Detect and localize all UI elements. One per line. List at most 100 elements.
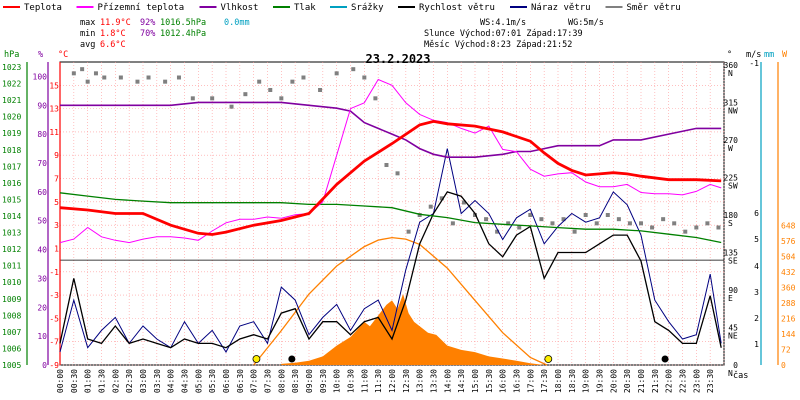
x-tick-label: 14:00 <box>443 369 452 393</box>
axis-pct-tick: 100 <box>33 72 48 81</box>
legend-label: Rychlost větru <box>419 3 495 13</box>
axis-ms-tick: 6 <box>754 209 759 218</box>
axis-hpa-tick: 1015 <box>2 195 21 204</box>
axis-dir-tick: 180 <box>724 211 739 220</box>
x-tick-label: 19:00 <box>582 369 591 393</box>
axis-ms-tick: 5 <box>754 235 759 244</box>
wind-direction-point <box>428 204 433 209</box>
x-tick-label: 14:30 <box>457 369 466 393</box>
axis-hpa-tick: 1008 <box>2 311 21 320</box>
axis-hpa-tick: 1022 <box>2 80 21 89</box>
x-tick-label: 16:30 <box>513 369 522 393</box>
axis-dir-name: N <box>728 369 733 378</box>
x-tick-label: 23:00 <box>692 369 701 393</box>
legend-label: Tlak <box>294 3 316 13</box>
axis-ms-tick: -1 <box>749 59 759 68</box>
pressure-line <box>59 192 722 244</box>
axis-dir-name: W <box>728 144 733 153</box>
humidity-line <box>60 101 722 158</box>
axis-wm2-tick: 216 <box>781 315 796 324</box>
wind-direction-point <box>583 213 588 217</box>
stat-min-label: min <box>80 29 95 39</box>
x-tick-label: 10:00 <box>333 369 342 393</box>
axis-wm2-tick: 432 <box>781 268 796 277</box>
axis-dir-name: N <box>728 69 733 78</box>
wind-direction-point <box>616 217 621 222</box>
axis-hpa-tick: 1014 <box>2 212 21 221</box>
x-tick-label: 20:30 <box>623 369 632 393</box>
axis-hpa-tick: 1006 <box>2 344 21 353</box>
wind-direction-point <box>146 75 151 80</box>
stat-sun: Slunce Východ:07:01 Západ:17:39 <box>424 29 583 39</box>
wind-direction-point <box>318 88 323 92</box>
axis-pct-tick: 10 <box>37 332 47 341</box>
stat-ws: WS:4.1m/s <box>480 18 526 28</box>
legend-label: Náraz větru <box>531 3 591 13</box>
stat-wg: WG:5m/s <box>568 18 604 28</box>
wind-direction-point <box>301 75 306 80</box>
axis-ms-tick: 1 <box>754 340 759 349</box>
axis-dir-name: NE <box>728 332 738 341</box>
x-tick-label: 05:00 <box>194 369 203 393</box>
axis-hpa-tick: 1007 <box>2 328 21 337</box>
x-tick-label: 13:00 <box>416 369 425 393</box>
axis-hpa-tick: 1018 <box>2 146 21 155</box>
wind-direction-point <box>495 229 500 234</box>
axis-hpa-tick: 1023 <box>2 63 21 72</box>
axis-hpa-tick: 1017 <box>2 162 21 171</box>
legend-label: Teplota <box>24 3 62 13</box>
stat-avg-label: avg <box>80 40 95 50</box>
sun-event-marker <box>252 355 261 363</box>
wind-direction-point <box>93 71 98 76</box>
axis-dir-name: SE <box>728 257 738 266</box>
sun-curve <box>253 236 548 366</box>
temperature-line <box>59 119 722 236</box>
wind-direction-point <box>229 104 234 109</box>
x-tick-label: 22:00 <box>665 369 674 393</box>
x-tick-label: 18:30 <box>568 369 577 393</box>
axis-dir-tick: 315 <box>724 99 739 108</box>
axis-hpa-tick: 1010 <box>2 278 21 287</box>
wind-direction-point <box>716 225 721 230</box>
wind-direction-point <box>243 92 248 97</box>
wind-direction-point <box>373 96 378 101</box>
axis-pct-tick: 30 <box>37 274 47 283</box>
x-tick-label: 19:30 <box>596 369 605 393</box>
wind-direction-point <box>176 75 181 80</box>
axis-wm2-tick: 504 <box>781 253 796 262</box>
stat-avg-temp: 6.6°C <box>100 40 126 50</box>
ground-temp-line <box>59 78 722 244</box>
stat-max-rain: 0.0mm <box>224 18 250 28</box>
stat-max-temp: 11.9°C <box>100 18 131 28</box>
axis-degc-tick: 3 <box>54 221 59 230</box>
wind-direction-point <box>417 213 422 217</box>
wind-direction-point <box>118 75 123 80</box>
axis-wm2-tick: 360 <box>781 284 796 293</box>
x-tick-label: 09:30 <box>319 369 328 393</box>
wind-direction-point <box>661 217 666 222</box>
axis-dir-tick: 90 <box>728 286 738 295</box>
wind-direction-point <box>71 71 76 76</box>
stat-max-label: max <box>80 18 95 28</box>
x-tick-label: 07:30 <box>264 369 273 393</box>
x-tick-label: 23:30 <box>706 369 715 393</box>
x-tick-label: 08:30 <box>291 369 300 393</box>
radiation-area <box>281 294 545 365</box>
wind-direction-point <box>384 163 389 167</box>
moon-event-marker <box>661 355 669 363</box>
wind-direction-point <box>450 221 455 226</box>
wind-direction-point <box>439 196 444 201</box>
axis-dir-name: E <box>728 294 733 303</box>
x-tick-label: 15:30 <box>485 369 494 393</box>
x-tick-label: 06:30 <box>236 369 245 393</box>
axis-ms-tick: 2 <box>754 314 759 323</box>
wind-direction-point <box>683 229 688 234</box>
x-tick-label: 06:00 <box>222 369 231 393</box>
wind-direction-point <box>627 221 632 226</box>
axis-dir-tick: 270 <box>724 136 739 145</box>
axis-wm2-tick: 72 <box>781 346 791 355</box>
x-tick-label: 07:00 <box>250 369 259 393</box>
axis-ms-label: m/s <box>746 50 761 60</box>
wind-direction-point <box>672 221 677 226</box>
